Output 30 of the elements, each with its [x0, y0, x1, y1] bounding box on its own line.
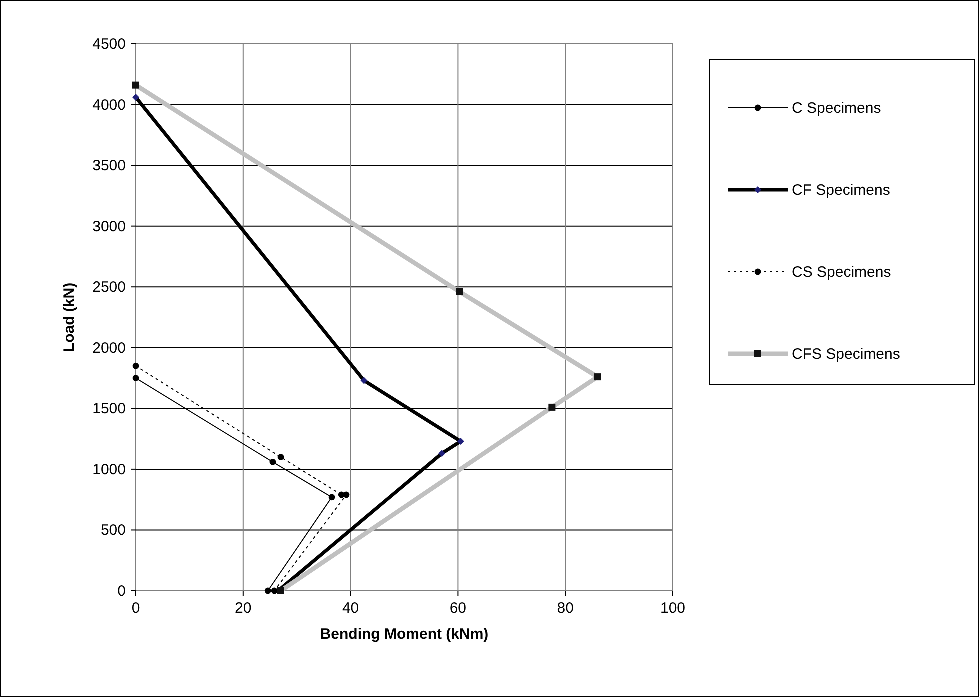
x-axis-title: Bending Moment (kNm)	[320, 626, 489, 643]
y-tick-label: 3500	[92, 158, 126, 175]
x-tick-label: 20	[235, 600, 252, 617]
point	[271, 588, 278, 594]
point	[264, 588, 272, 594]
point	[270, 458, 276, 466]
y-tick-label: 2500	[92, 279, 126, 296]
point	[132, 375, 140, 382]
y-tick-label: 4000	[92, 96, 126, 114]
legend-label: CF Specimens	[792, 182, 890, 199]
legend-label: CFS Specimens	[792, 346, 900, 363]
point	[132, 362, 140, 370]
y-tick-label: 3000	[92, 218, 126, 236]
x-tick-label: 40	[342, 600, 360, 617]
y-tick-label: 500	[100, 522, 126, 540]
point	[278, 454, 284, 460]
legend-label: C Specimens	[792, 100, 882, 117]
x-tick-label: 80	[557, 600, 574, 617]
point	[328, 494, 336, 501]
legend-label: CS Specimens	[792, 264, 892, 281]
x-tick-label: 60	[450, 600, 467, 617]
y-axis-title: Load (kN)	[61, 282, 78, 352]
y-tick-label: 1500	[92, 400, 126, 418]
x-tick-label: 0	[132, 600, 140, 617]
y-tick-label: 0	[118, 583, 126, 600]
y-tick-label: 1000	[92, 461, 126, 478]
y-tick-label: 2000	[92, 340, 126, 357]
x-tick-label: 100	[660, 600, 686, 617]
point	[343, 492, 350, 498]
y-tick-label: 4500	[92, 36, 126, 53]
